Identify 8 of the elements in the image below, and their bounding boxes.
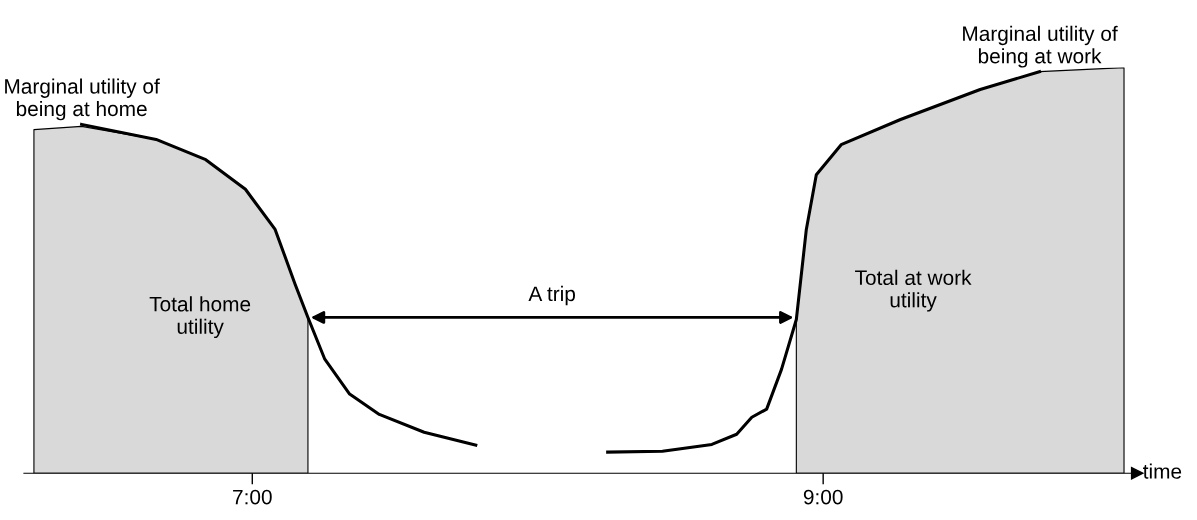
series-label: Total home utility: [149, 296, 251, 339]
x-tick-label: 9:00: [803, 489, 843, 505]
annotation: A trip: [528, 285, 576, 306]
series-label: Total at work utility: [855, 269, 972, 312]
series-label: Marginal utility of being at work: [963, 25, 1118, 68]
series-label: Marginal utility of being at home: [5, 78, 160, 121]
x-axis-title: time: [1143, 463, 1182, 479]
x-tick-label: 7:00: [233, 489, 272, 505]
